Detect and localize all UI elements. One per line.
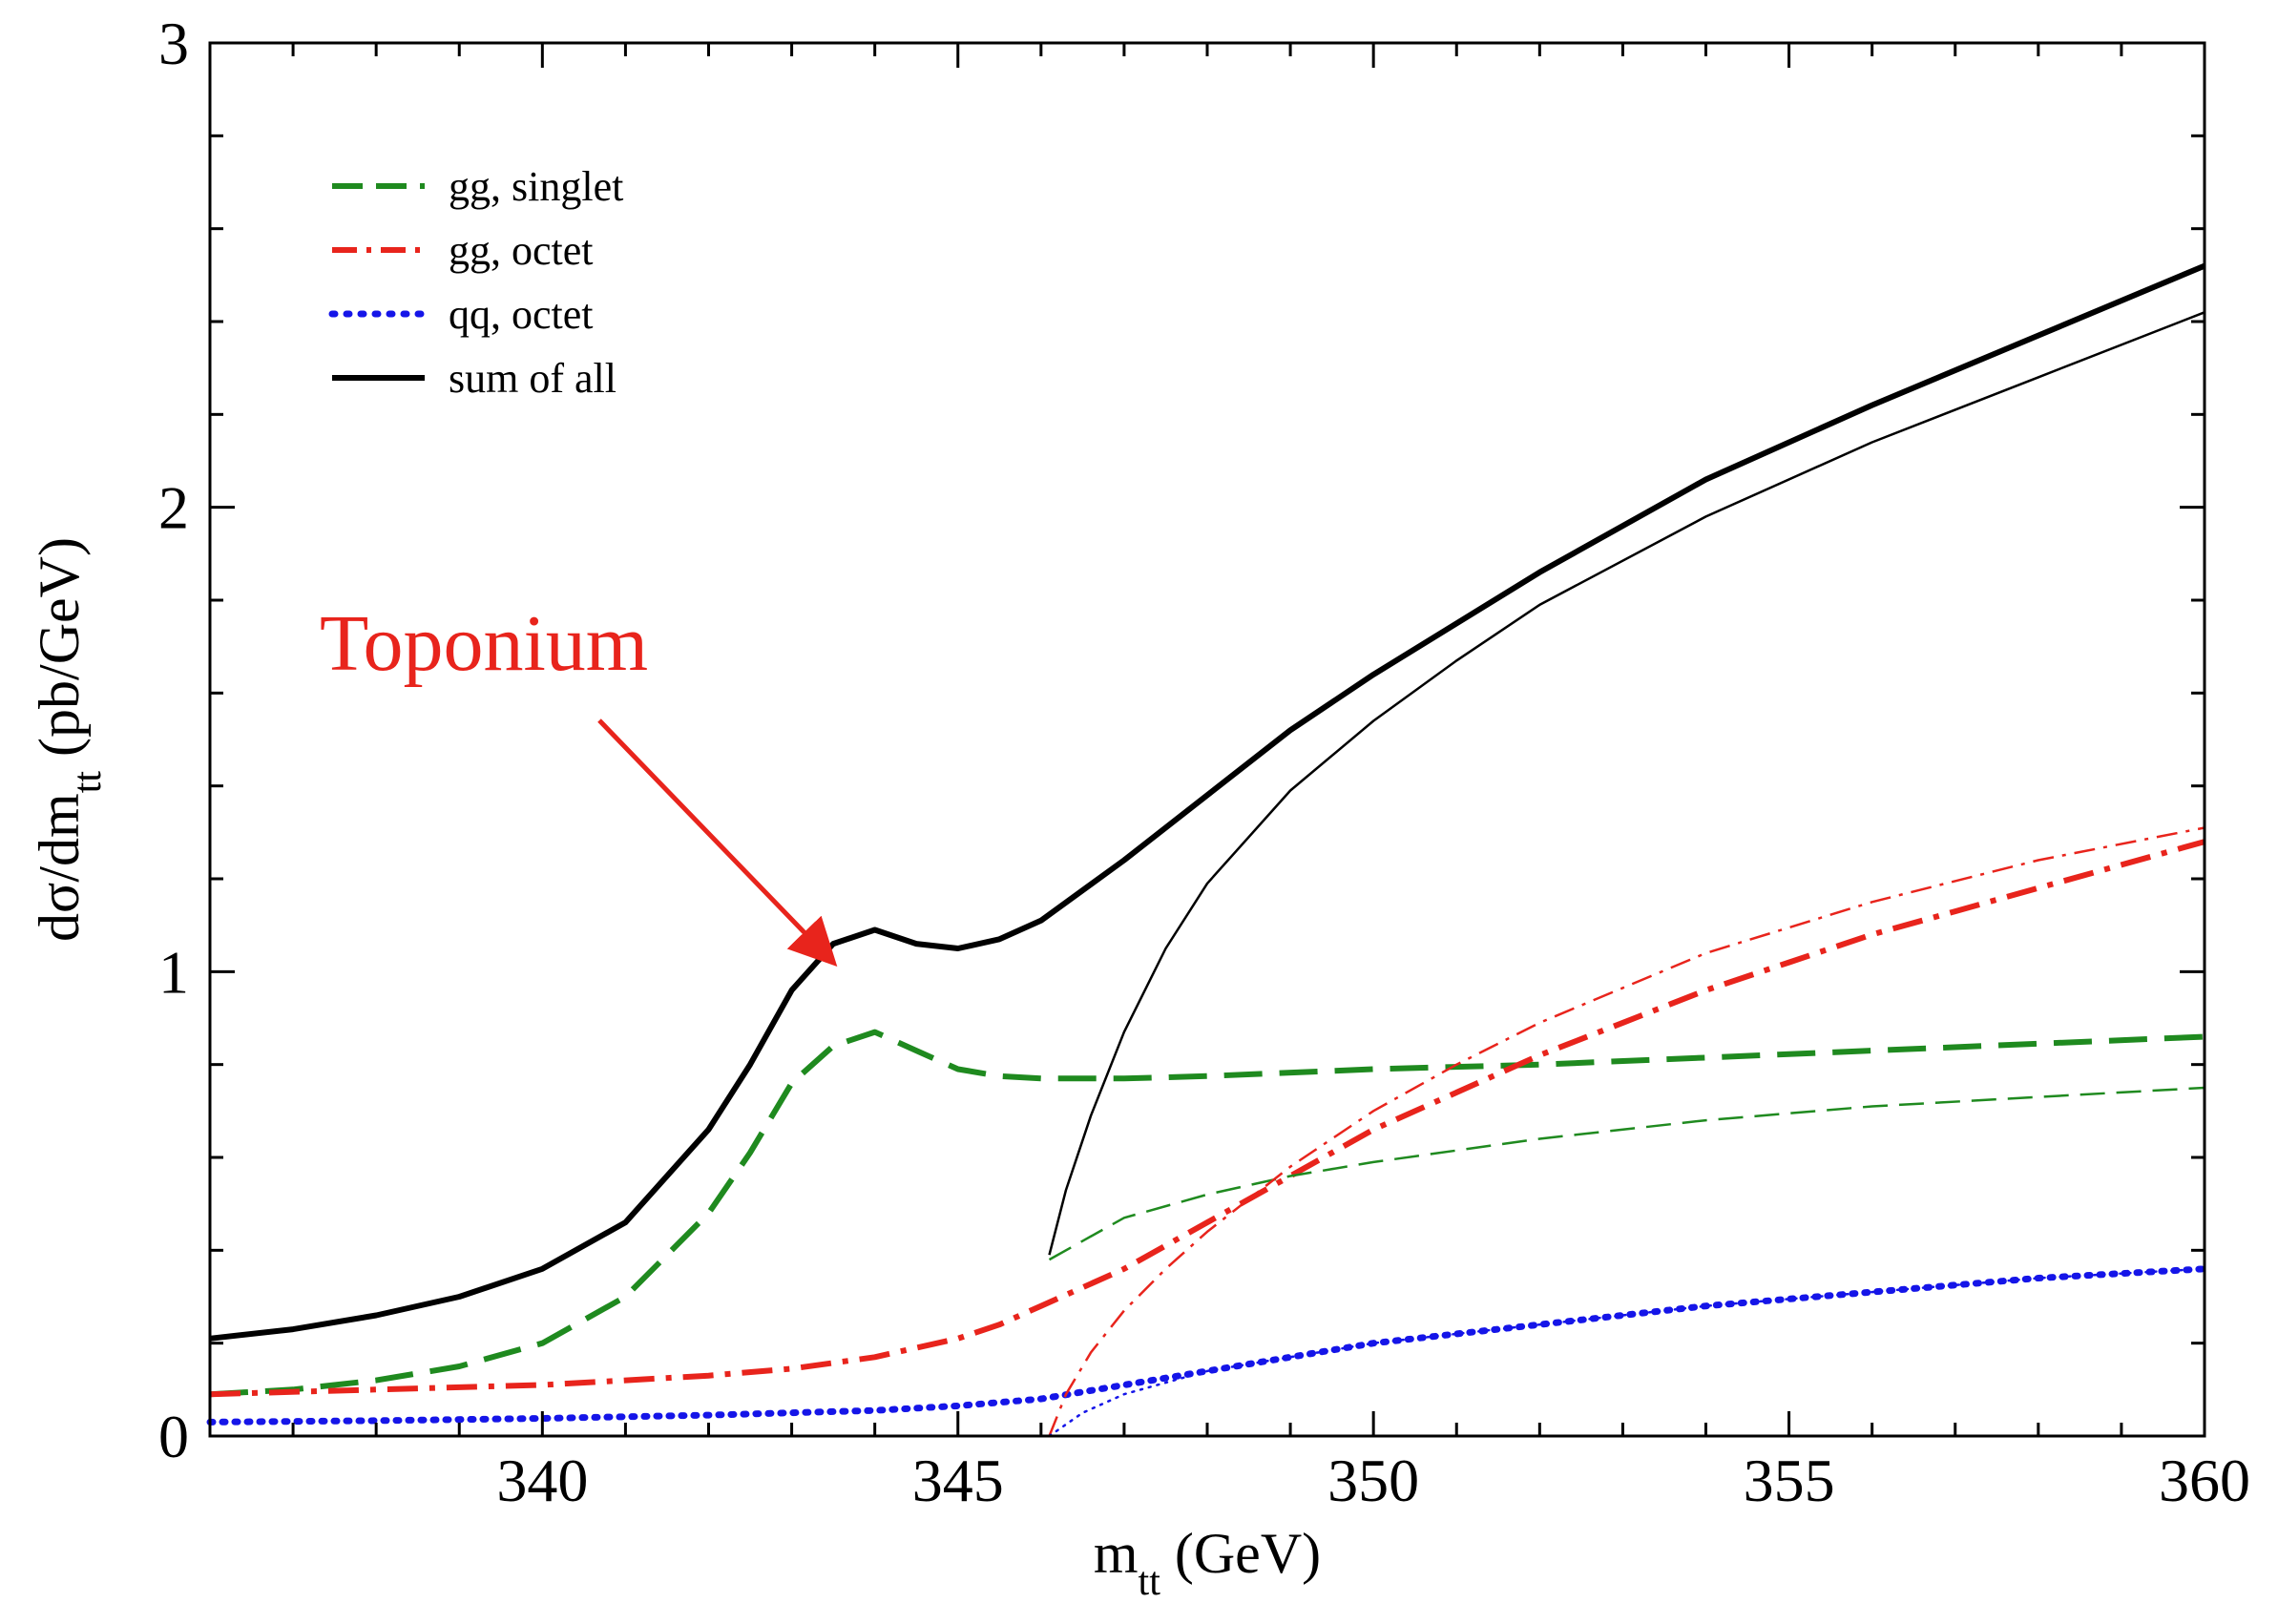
annotation: Toponium xyxy=(320,599,838,967)
y-tick-label: 1 xyxy=(158,938,189,1006)
legend: gg, singlet gg, octet qq, octet sum of all xyxy=(328,163,623,402)
series-line-0 xyxy=(209,1029,2205,1398)
y-tick-label: 3 xyxy=(158,10,189,77)
legend-label: qq, octet xyxy=(449,291,594,338)
series-line-1 xyxy=(209,839,2205,1398)
series-line-5 xyxy=(1048,1086,2205,1261)
x-axis-title: mtt (GeV) xyxy=(1094,1522,1321,1604)
y-tick-label: 2 xyxy=(158,474,189,542)
annotation-arrow xyxy=(597,718,838,967)
series-line-6 xyxy=(1048,826,2205,1437)
series-line-7 xyxy=(1048,1267,2206,1438)
legend-label: gg, singlet xyxy=(449,163,623,210)
series-line-2 xyxy=(206,1265,2208,1426)
x-tick-label: 340 xyxy=(496,1447,588,1514)
x-tick-label: 355 xyxy=(1744,1447,1835,1514)
x-tick-label: 360 xyxy=(2159,1447,2250,1514)
legend-label: gg, octet xyxy=(449,227,594,274)
legend-label: sum of all xyxy=(449,355,617,402)
x-tick-label: 350 xyxy=(1327,1447,1419,1514)
x-tick-label: 345 xyxy=(912,1447,1004,1514)
series-layer xyxy=(206,262,2208,1438)
y-tick-label: 0 xyxy=(158,1403,189,1470)
series-line-3 xyxy=(209,262,2206,1342)
ticks-layer: 340 345 350 355 360 0 1 2 3 xyxy=(158,10,2250,1514)
y-axis-title: dσ/dmtt (pb/GeV) xyxy=(28,537,110,942)
annotation-text: Toponium xyxy=(320,599,648,688)
series-line-4 xyxy=(1048,311,2205,1256)
